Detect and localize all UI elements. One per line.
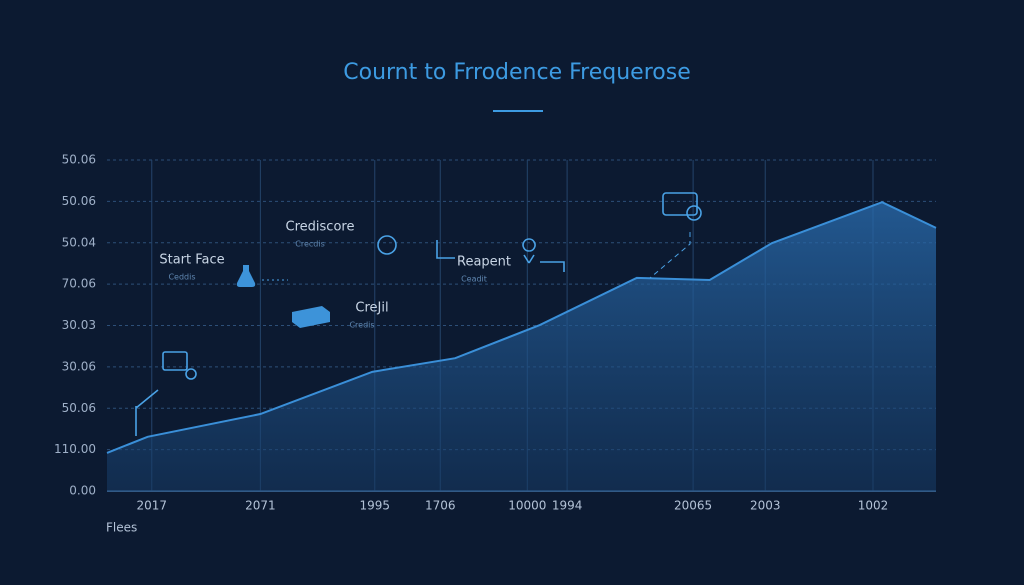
- annotation: CreJil: [355, 301, 388, 316]
- y-tick-label: 30.03: [62, 318, 96, 332]
- annotation-sub: Crecdis: [295, 240, 325, 249]
- x-tick-label: 2017: [136, 499, 167, 513]
- annotation: Start Face: [159, 253, 224, 268]
- annotation-sub: Ceadit: [461, 275, 487, 284]
- globe-icon: [686, 205, 702, 221]
- x-tick-label: 1002: [858, 499, 889, 513]
- y-tick-label: 50.06: [62, 153, 96, 167]
- x-tick-label: 1706: [425, 499, 456, 513]
- icons: [135, 192, 702, 436]
- x-tick-label: 20065: [674, 499, 712, 513]
- y-tick-label: 50.04: [62, 235, 96, 249]
- annotation: Crediscore: [286, 220, 355, 235]
- y-tick-label: 110.00: [54, 442, 96, 456]
- y-tick-label: 50.06: [62, 401, 96, 415]
- y-tick-label: 0.00: [69, 484, 96, 498]
- pin-icon: [522, 238, 536, 264]
- x-axis-label: Flees: [106, 521, 137, 535]
- connector: [135, 389, 159, 436]
- computer-badge: [185, 368, 197, 380]
- x-tick-label: 2003: [750, 499, 781, 513]
- annotation-sub: Ceddis: [168, 273, 195, 282]
- x-tick-label: 1994: [552, 499, 583, 513]
- target-icon: [377, 235, 397, 255]
- annotation-sub: Credis: [349, 321, 374, 330]
- connector: [540, 261, 565, 272]
- flask-icon: [236, 265, 256, 287]
- box-icon: [292, 306, 330, 328]
- x-tick-label: 1995: [359, 499, 390, 513]
- connector: [649, 232, 691, 279]
- card-icon: [662, 192, 698, 216]
- line: [106, 201, 937, 454]
- y-tick-label: 50.06: [62, 194, 96, 208]
- x-tick-label: 2071: [245, 499, 276, 513]
- y-tick-label: 30.06: [62, 359, 96, 373]
- connector: [436, 240, 455, 259]
- computer-icon: [162, 351, 188, 371]
- area: [107, 202, 936, 491]
- x-tick-label: 10000: [508, 499, 546, 513]
- chart-title: Cournt to Frrodence Frequerose: [343, 60, 690, 85]
- annotation: Reapent: [457, 255, 511, 270]
- y-tick-label: 70.06: [62, 277, 96, 291]
